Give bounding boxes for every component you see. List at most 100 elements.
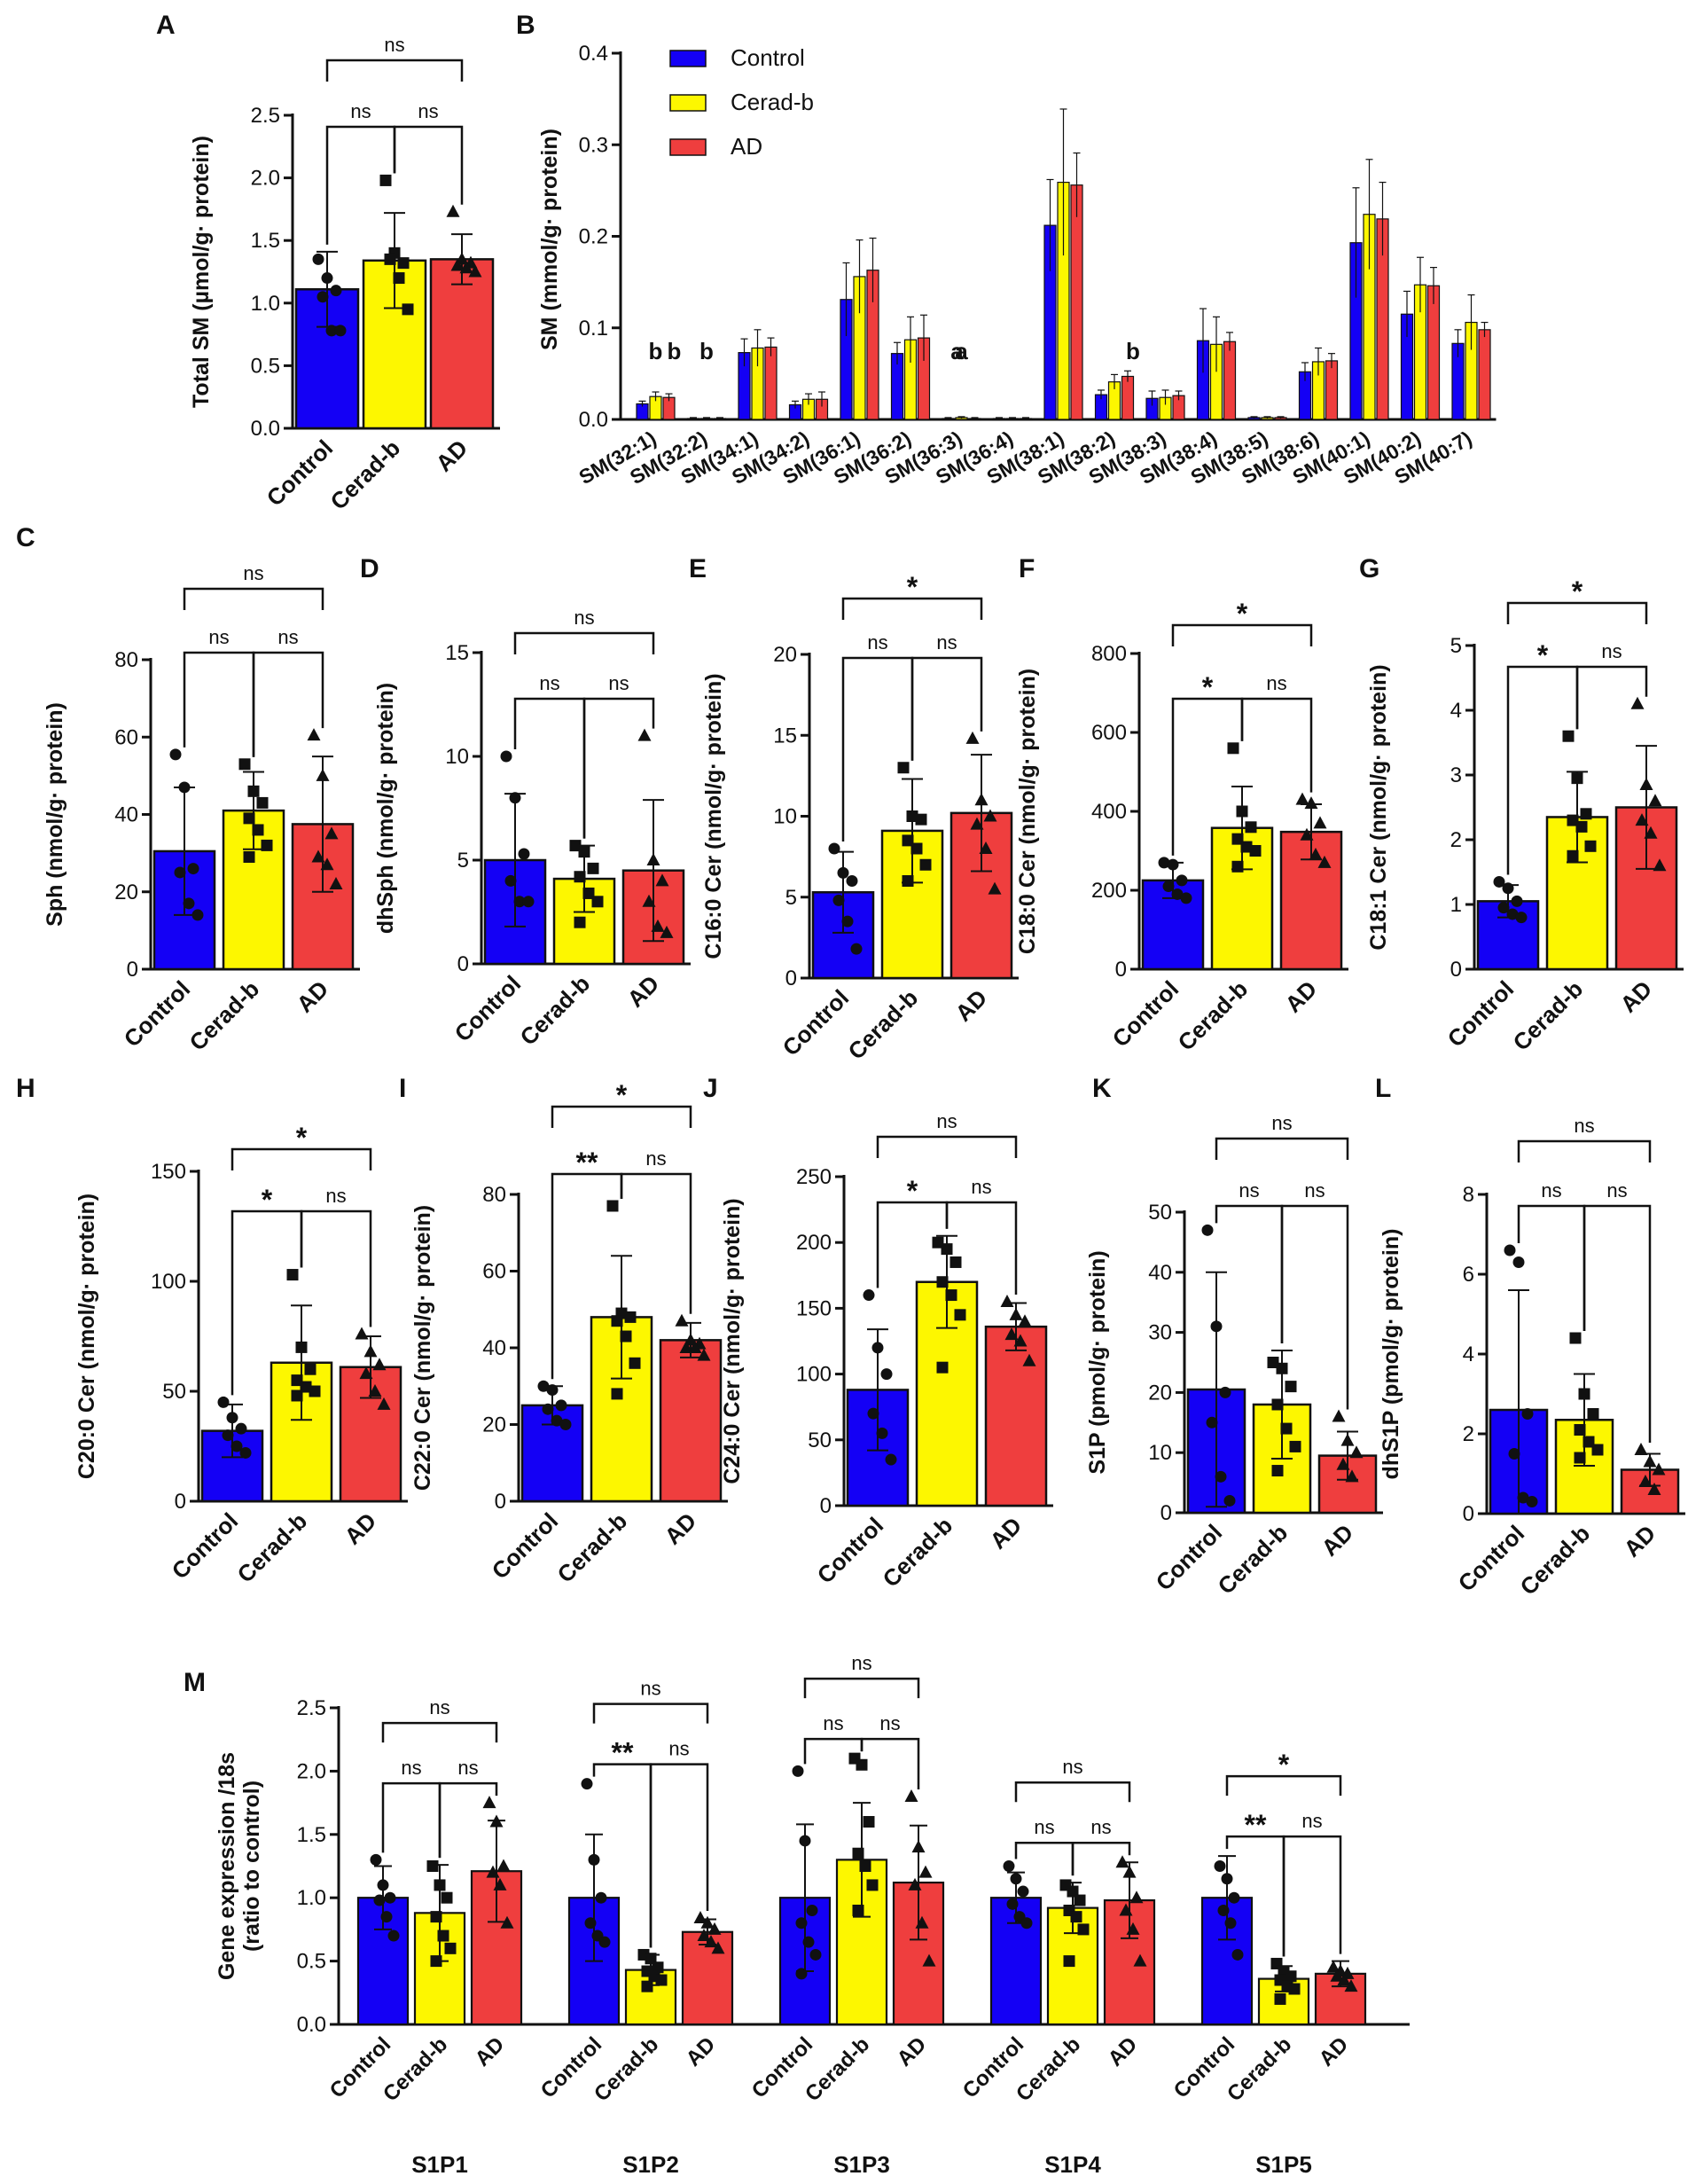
x-tick-label: Cerad-b — [232, 1507, 313, 1588]
panel-label-M: M — [184, 1668, 206, 1697]
data-point — [700, 1915, 715, 1929]
data-point — [1652, 1462, 1666, 1476]
data-point — [441, 1891, 453, 1904]
data-point — [542, 1403, 554, 1415]
sig-bracket-label: ns — [457, 1757, 478, 1779]
y-tick-label: 0 — [495, 1490, 506, 1514]
data-point — [1206, 1416, 1218, 1429]
data-point — [655, 1974, 668, 1986]
y-tick-label: 20 — [482, 1413, 506, 1437]
annotation-letter: a — [950, 338, 964, 364]
x-tick-label: AD — [1614, 975, 1657, 1018]
data-point — [1648, 794, 1662, 807]
x-tick-label: AD — [339, 1507, 381, 1550]
data-point — [426, 1860, 439, 1872]
y-tick-label: 150 — [796, 1296, 832, 1320]
y-tick-label: 0.4 — [579, 42, 608, 66]
data-point — [1214, 1860, 1226, 1872]
data-point — [569, 840, 582, 852]
x-tick-label: AD — [1104, 2032, 1143, 2071]
data-point — [320, 857, 334, 871]
data-point — [1336, 1457, 1350, 1470]
sig-bracket-line — [649, 1763, 709, 1948]
y-tick-label: 250 — [796, 1165, 832, 1189]
x-tick-label: Cerad-b — [843, 984, 924, 1065]
data-point — [646, 853, 660, 865]
data-point — [871, 1342, 884, 1354]
sig-bracket-line — [252, 651, 324, 757]
x-tick-label: Control — [812, 1512, 889, 1589]
y-tick-label: 600 — [1091, 721, 1127, 745]
data-point — [1515, 912, 1528, 924]
data-point — [256, 796, 269, 809]
x-tick-label: AD — [1315, 2032, 1354, 2071]
y-tick-label: 2.5 — [297, 1696, 326, 1720]
sig-bracket-label: ns — [1271, 1112, 1292, 1134]
data-point — [496, 1859, 511, 1872]
data-point — [559, 1419, 572, 1430]
panel-label-J: J — [703, 1074, 718, 1103]
data-point — [578, 846, 590, 858]
data-point — [1122, 1865, 1137, 1878]
panel-label-I: I — [399, 1074, 406, 1103]
sig-bracket-line — [910, 656, 983, 761]
data-point — [965, 731, 980, 744]
bar-ad — [1223, 341, 1237, 420]
data-point — [482, 1796, 496, 1809]
y-tick-label: 40 — [1148, 1261, 1172, 1285]
data-point — [291, 1374, 303, 1387]
sig-bracket-label: ns — [1541, 1179, 1561, 1202]
y-tick-label: 150 — [151, 1160, 186, 1184]
data-point — [915, 1915, 929, 1929]
data-point — [468, 264, 482, 278]
bar-ad — [1478, 329, 1491, 420]
sig-bracket-label: * — [1237, 598, 1248, 630]
sig-bracket-line — [860, 1737, 920, 1789]
sig-bracket-label: ns — [350, 100, 371, 122]
data-point — [1201, 1224, 1214, 1236]
data-point — [1506, 908, 1519, 920]
data-point — [1580, 808, 1592, 820]
data-point — [1070, 1911, 1082, 1923]
sig-bracket-label: * — [616, 1079, 628, 1111]
data-point — [988, 881, 1002, 895]
y-tick-label: 30 — [1148, 1321, 1172, 1345]
panel-label-A: A — [156, 11, 176, 40]
panel-label-L: L — [1375, 1074, 1391, 1103]
data-point — [1176, 874, 1188, 887]
data-point — [919, 858, 932, 871]
data-point — [1221, 1873, 1233, 1885]
y-tick-label: 0 — [785, 967, 797, 990]
data-point — [377, 1397, 391, 1410]
y-tick-label: 1.5 — [251, 229, 280, 253]
data-point — [936, 1361, 949, 1374]
data-point — [1521, 1408, 1534, 1420]
data-point — [1591, 1444, 1604, 1456]
data-point — [1223, 1494, 1236, 1507]
data-point — [1003, 1860, 1015, 1872]
sig-bracket-line — [183, 651, 255, 757]
data-point — [486, 1865, 500, 1878]
data-point — [243, 812, 255, 825]
sig-bracket-line — [1225, 1774, 1342, 1797]
sig-bracket-label: ns — [539, 672, 559, 694]
data-point — [867, 1407, 879, 1420]
sig-bracket-label: ns — [640, 1678, 660, 1700]
data-point — [217, 1396, 230, 1408]
y-tick-label: 15 — [773, 724, 797, 748]
data-point — [1249, 845, 1262, 857]
y-tick-label: 20 — [1148, 1381, 1172, 1405]
data-point — [509, 792, 521, 804]
data-point — [908, 1877, 922, 1890]
sig-bracket-line — [1014, 1781, 1131, 1803]
panel-label-G: G — [1359, 554, 1379, 583]
data-point — [704, 1935, 718, 1948]
y-tick-label: 2.0 — [251, 167, 280, 191]
data-point — [1584, 840, 1597, 852]
data-point — [866, 1879, 879, 1891]
panel-label-D: D — [360, 554, 379, 583]
data-point — [1000, 1294, 1014, 1307]
data-point — [906, 810, 918, 822]
sig-bracket-line — [1240, 697, 1313, 793]
